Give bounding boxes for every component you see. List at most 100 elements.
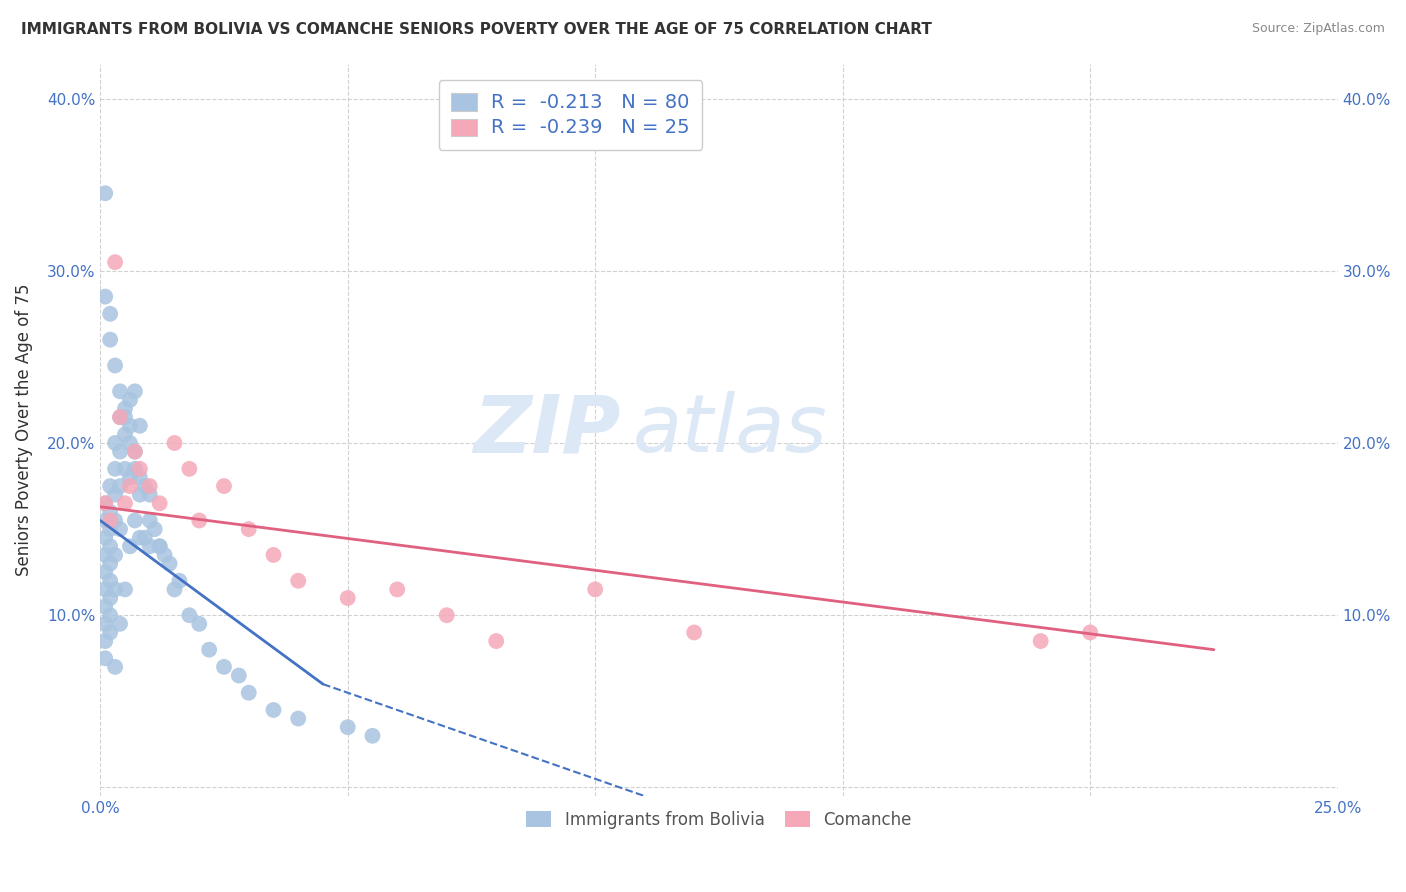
Point <box>94 616 117 631</box>
Point <box>104 488 127 502</box>
Point <box>1029 634 1052 648</box>
Point <box>108 444 131 458</box>
Point <box>124 444 146 458</box>
Point <box>94 496 117 510</box>
Point <box>108 410 131 425</box>
Point <box>683 625 706 640</box>
Point <box>98 479 121 493</box>
Point <box>98 307 121 321</box>
Point <box>98 522 121 536</box>
Point <box>336 720 359 734</box>
Text: ZIP: ZIP <box>472 391 620 469</box>
Point <box>98 608 121 623</box>
Point <box>128 531 150 545</box>
Point <box>104 255 127 269</box>
Point <box>114 427 136 442</box>
Point <box>114 401 136 416</box>
Point <box>104 660 127 674</box>
Point <box>94 496 117 510</box>
Point <box>98 505 121 519</box>
Point <box>238 522 260 536</box>
Point <box>94 599 117 614</box>
Point <box>287 574 309 588</box>
Point <box>163 582 186 597</box>
Point <box>98 539 121 553</box>
Point <box>118 418 141 433</box>
Point <box>94 651 117 665</box>
Point <box>134 531 156 545</box>
Point <box>118 392 141 407</box>
Point <box>104 582 127 597</box>
Point <box>104 436 127 450</box>
Point <box>108 479 131 493</box>
Point <box>94 565 117 579</box>
Point <box>263 548 285 562</box>
Point <box>94 548 117 562</box>
Point <box>104 514 127 528</box>
Point <box>118 539 141 553</box>
Point <box>139 488 162 502</box>
Point <box>108 410 131 425</box>
Point <box>336 591 359 605</box>
Legend: Immigrants from Bolivia, Comanche: Immigrants from Bolivia, Comanche <box>520 804 918 835</box>
Point <box>98 557 121 571</box>
Point <box>159 557 181 571</box>
Point <box>98 625 121 640</box>
Text: atlas: atlas <box>633 391 827 469</box>
Point <box>108 384 131 399</box>
Point <box>134 479 156 493</box>
Point <box>98 574 121 588</box>
Point <box>179 462 201 476</box>
Point <box>104 359 127 373</box>
Point <box>153 548 176 562</box>
Point <box>128 418 150 433</box>
Point <box>108 522 131 536</box>
Point <box>163 436 186 450</box>
Text: IMMIGRANTS FROM BOLIVIA VS COMANCHE SENIORS POVERTY OVER THE AGE OF 75 CORRELATI: IMMIGRANTS FROM BOLIVIA VS COMANCHE SENI… <box>21 22 932 37</box>
Point <box>98 591 121 605</box>
Y-axis label: Seniors Poverty Over the Age of 75: Seniors Poverty Over the Age of 75 <box>15 284 32 576</box>
Point <box>114 582 136 597</box>
Point <box>94 582 117 597</box>
Point <box>98 514 121 528</box>
Point <box>98 333 121 347</box>
Point <box>94 289 117 303</box>
Point <box>94 634 117 648</box>
Point <box>179 608 201 623</box>
Point <box>238 686 260 700</box>
Point <box>128 470 150 484</box>
Point <box>228 668 250 682</box>
Point <box>128 462 150 476</box>
Point <box>188 616 211 631</box>
Point <box>124 514 146 528</box>
Point <box>149 539 172 553</box>
Point <box>124 444 146 458</box>
Point <box>387 582 409 597</box>
Point <box>212 479 235 493</box>
Point <box>104 548 127 562</box>
Point <box>139 514 162 528</box>
Point <box>143 522 166 536</box>
Point <box>114 410 136 425</box>
Point <box>436 608 458 623</box>
Point <box>212 660 235 674</box>
Point <box>361 729 384 743</box>
Point <box>149 539 172 553</box>
Point <box>114 462 136 476</box>
Point <box>485 634 508 648</box>
Point <box>583 582 606 597</box>
Point <box>149 496 172 510</box>
Point <box>287 712 309 726</box>
Point <box>108 616 131 631</box>
Point <box>139 539 162 553</box>
Point <box>94 531 117 545</box>
Point <box>263 703 285 717</box>
Point <box>118 479 141 493</box>
Point <box>118 470 141 484</box>
Point <box>94 186 117 201</box>
Point <box>118 436 141 450</box>
Point <box>94 514 117 528</box>
Point <box>128 488 150 502</box>
Point <box>114 496 136 510</box>
Point <box>188 514 211 528</box>
